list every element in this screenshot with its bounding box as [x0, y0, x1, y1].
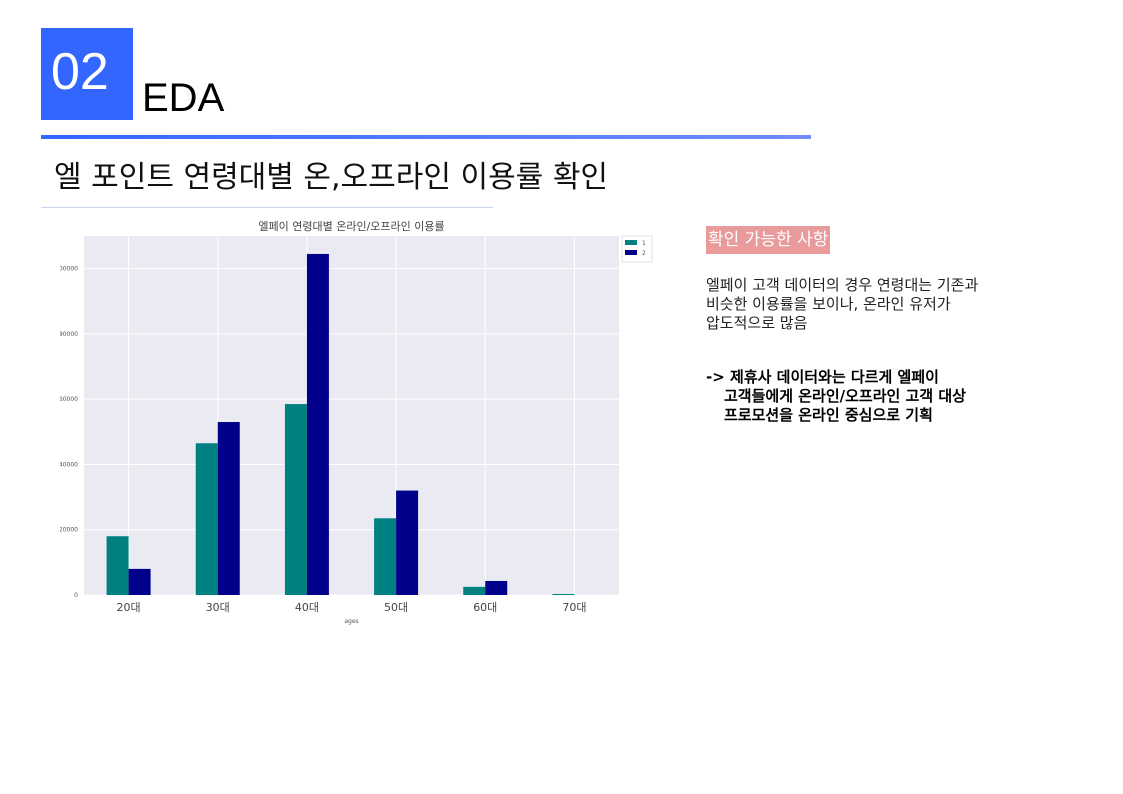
legend-label: 1 [642, 240, 646, 247]
bar-series-1 [552, 594, 575, 595]
description-paragraph: 엘페이 고객 데이터의 경우 연령대는 기존과 비슷한 이용률을 보이나, 온라… [706, 276, 1086, 333]
header-divider [41, 135, 811, 139]
bar-chart: 0 20000 40000 60000 80000 100000 20대 30대 40대 50대 6… [55, 214, 660, 634]
x-tick-label: 50대 [384, 601, 408, 614]
section-number-badge: 02 [41, 28, 133, 120]
bar-series-1 [374, 518, 397, 595]
y-tick-label: 80000 [60, 331, 78, 338]
section-number: 02 [51, 43, 109, 101]
plot-area [84, 236, 619, 595]
y-tick-label: 100000 [60, 266, 78, 273]
x-tick-label: 40대 [295, 601, 319, 614]
bar-series-1 [463, 586, 486, 595]
y-tick-label: 40000 [60, 461, 78, 468]
chart-svg: 0 20000 40000 60000 80000 100000 20대 30대 40대 50대 6… [55, 220, 653, 625]
bar-series-2 [396, 490, 419, 595]
bar-series-2 [128, 568, 151, 595]
bar-series-2 [306, 253, 329, 595]
description-line: 비슷한 이용률을 보이나, 온라인 유저가 [706, 295, 951, 313]
x-tick-label: 30대 [206, 601, 230, 614]
bar-series-1 [284, 404, 307, 595]
section-title: EDA [142, 76, 225, 120]
bar-series-2 [217, 422, 240, 595]
legend-swatch [625, 240, 637, 245]
bar-series-1 [195, 443, 218, 595]
conclusion-paragraph: -> 제휴사 데이터와는 다르게 엘페이 고객들에게 온라인/오프라인 고객 대… [706, 368, 1106, 425]
y-tick-label: 60000 [60, 396, 78, 403]
conclusion-line: 프로모션을 온라인 중심으로 기획 [724, 406, 933, 424]
page-title: 엘 포인트 연령대별 온,오프라인 이용률 확인 [54, 160, 609, 195]
chart-title: 엘페이 연령대별 온라인/오프라인 이용률 [258, 220, 444, 233]
bar-series-1 [106, 536, 129, 595]
legend-swatch [625, 250, 637, 255]
notice-tag: 확인 가능한 사항 [706, 226, 831, 254]
conclusion-line: 고객들에게 온라인/오프라인 고객 대상 [724, 387, 966, 405]
x-axis-label: ages [344, 618, 358, 625]
y-tick-label: 20000 [60, 527, 78, 534]
x-tick-label: 20대 [117, 601, 141, 614]
y-tick-label: 0 [74, 592, 78, 599]
x-tick-label: 70대 [562, 601, 586, 614]
legend-label: 2 [642, 250, 646, 257]
title-underline [41, 207, 493, 208]
description-line: 압도적으로 많음 [706, 314, 808, 332]
x-tick-label: 60대 [473, 601, 497, 614]
conclusion-line: -> 제휴사 데이터와는 다르게 엘페이 [706, 368, 939, 386]
bar-series-2 [485, 580, 508, 595]
legend-box [621, 235, 653, 263]
description-line: 엘페이 고객 데이터의 경우 연령대는 기존과 [706, 276, 979, 294]
